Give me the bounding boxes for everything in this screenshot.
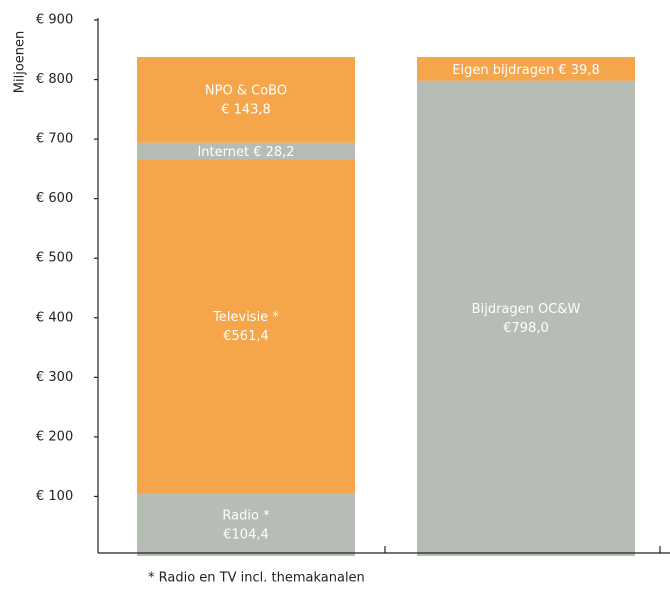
segment-value-label: € 143,8 <box>221 102 271 117</box>
segment-name: Internet <box>197 145 249 160</box>
y-tick-label: € 600 <box>36 191 73 206</box>
bar-segment <box>137 493 355 556</box>
segment-value-label: € 39,8 <box>558 62 599 77</box>
segment-label: Internet € 28,2 <box>197 145 294 160</box>
y-tick-label: € 200 <box>36 429 73 444</box>
bar-segment <box>417 80 635 556</box>
y-tick-label: € 300 <box>36 370 73 385</box>
y-axis-label: Miljoenen <box>13 31 28 93</box>
segment-name: Bijdragen OC&W <box>472 302 581 317</box>
segment-name: NPO & CoBO <box>205 83 287 98</box>
y-tick-label: € 900 <box>36 13 73 28</box>
bar-segment <box>417 57 635 81</box>
y-tick-label: € 100 <box>36 489 73 504</box>
segment-value-label: € 28,2 <box>253 145 294 160</box>
y-tick-label: € 400 <box>36 310 73 325</box>
segment-name: Eigen bijdragen <box>452 62 554 77</box>
footnote: * Radio en TV incl. themakanalen <box>148 571 365 586</box>
segment-label: Eigen bijdragen € 39,8 <box>452 62 599 77</box>
bar-segment <box>137 159 355 494</box>
segment-value-label: €561,4 <box>223 329 269 344</box>
segment-value-label: €104,4 <box>223 527 269 542</box>
y-tick-label: € 700 <box>36 132 73 147</box>
segment-name: Radio * <box>222 508 270 523</box>
y-tick-label: € 800 <box>36 72 73 87</box>
segment-name: Televisie * <box>212 310 279 325</box>
y-tick-label: € 500 <box>36 251 73 266</box>
bar-segment <box>137 57 355 143</box>
bar-segment <box>137 142 355 160</box>
segment-value-label: €798,0 <box>503 321 549 336</box>
